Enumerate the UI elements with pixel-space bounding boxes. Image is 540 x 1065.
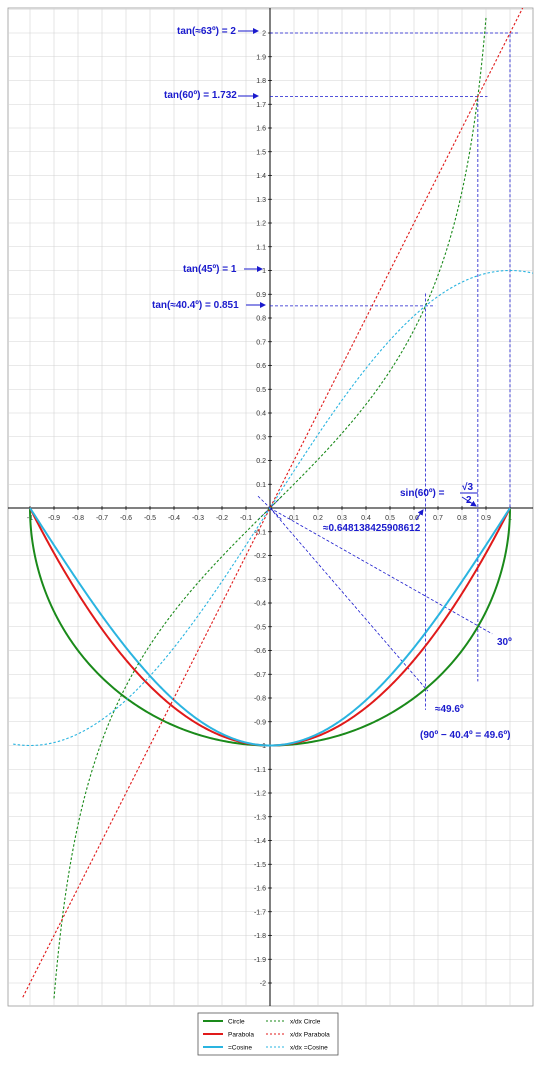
series-cosine	[29, 507, 511, 747]
y-tick-label: -0.1	[254, 529, 266, 536]
y-tick-label: -1.9	[254, 957, 266, 964]
legend-label-dx-circle: x/dx Circle	[290, 1019, 321, 1026]
series-x-dx-cosine	[13, 269, 533, 747]
y-tick-label: -1.7	[254, 909, 266, 916]
y-tick-label: 0.7	[256, 339, 266, 346]
series	[13, 8, 533, 999]
arrow-x-value	[415, 509, 424, 521]
y-tick-label: -1.4	[254, 838, 266, 845]
legend: Circle x/dx Circle Parabola x/dx Parabol…	[197, 1012, 339, 1056]
y-tick-label: -1.1	[254, 767, 266, 774]
series-x-dx-parabola	[22, 8, 524, 998]
y-tick-label: -0.7	[254, 672, 266, 679]
x-tick-label: 0.6	[409, 515, 419, 522]
x-tick-label: 0.2	[313, 515, 323, 522]
y-tick-label: 0.9	[256, 292, 266, 299]
x-tick-label: -0.4	[168, 515, 180, 522]
legend-label-circle: Circle	[228, 1019, 245, 1026]
y-tick-label: 0.4	[256, 411, 266, 418]
x-tick-label: -0.6	[120, 515, 132, 522]
x-tick-label: 0.7	[433, 515, 443, 522]
annotation-sin60-numerator: √3	[462, 482, 473, 493]
annotation-x-value: ≈0.648138425908612	[323, 523, 421, 534]
x-tick-label: 0.1	[289, 515, 299, 522]
x-tick-label: -0.7	[96, 515, 108, 522]
annotation-tan63: tan(≈63º) = 2	[177, 26, 236, 37]
y-tick-label: -0.6	[254, 648, 266, 655]
y-tick-label: 0.2	[256, 458, 266, 465]
y-tick-label: -0.5	[254, 624, 266, 631]
x-tick-label: -0.8	[72, 515, 84, 522]
x-tick-label: 0.3	[337, 515, 347, 522]
y-tick-label: 1.6	[256, 126, 266, 133]
x-tick-label: -0.9	[48, 515, 60, 522]
legend-label-dx-cosine: x/dx =Cosine	[290, 1045, 328, 1052]
y-tick-label: 1.7	[256, 102, 266, 109]
y-tick-label: -0.2	[254, 553, 266, 560]
y-tick-label: 2	[262, 31, 266, 38]
arrow-sin60	[461, 496, 477, 507]
x-tick-label: -0.5	[144, 515, 156, 522]
y-tick-label: 0.5	[256, 387, 266, 394]
annotation-sin60-prefix: sin(60º) =	[400, 488, 445, 499]
x-tick-label: -0.2	[216, 515, 228, 522]
y-tick-label: 0.3	[256, 434, 266, 441]
y-tick-label: -1.3	[254, 814, 266, 821]
y-tick-label: 0.8	[256, 316, 266, 323]
x-tick-label: 0.8	[457, 515, 467, 522]
y-tick-label: -1.6	[254, 886, 266, 893]
ray-49-degree	[269, 507, 429, 692]
x-tick-label: 0.4	[361, 515, 371, 522]
annotation-angle49: ≈49.6º	[435, 704, 464, 715]
x-tick-label: 0.9	[481, 515, 491, 522]
y-tick-label: -1.8	[254, 933, 266, 940]
annotation-sin60-denominator: 2	[466, 495, 472, 506]
ray-30-degree	[269, 507, 493, 635]
annotations: tan(≈63º) = 2 tan(60º) = 1.732 tan(45º) …	[152, 26, 512, 741]
annotation-tan60: tan(60º) = 1.732	[164, 90, 237, 101]
x-tick-label: 0.5	[385, 515, 395, 522]
legend-label-parabola: Parabola	[228, 1032, 254, 1039]
x-tick-label: -0.3	[192, 515, 204, 522]
y-tick-label: 1.2	[256, 221, 266, 228]
y-tick-label: -0.3	[254, 577, 266, 584]
y-tick-label: 0.1	[256, 482, 266, 489]
y-tick-label: -1.2	[254, 791, 266, 798]
legend-label-dx-parabola: x/dx Parabola	[290, 1032, 330, 1039]
y-tick-label: 1.9	[256, 54, 266, 61]
y-ticks: 2 1.9 1.8 1.7 1.6 1.5 1.4 1.3 1.2 1.1 1 0.9 0.8 0.7 0.…	[254, 31, 272, 988]
annotation-tan40: tan(≈40.4º) = 0.851	[152, 300, 239, 311]
annotation-formula: (90º − 40.4º = 49.6º)	[420, 730, 510, 741]
y-tick-label: 0.6	[256, 363, 266, 370]
y-tick-label: 1.5	[256, 149, 266, 156]
annotation-tan45: tan(45º) = 1	[183, 264, 237, 275]
y-tick-label: -0.4	[254, 601, 266, 608]
y-tick-label: -1.5	[254, 862, 266, 869]
y-tick-label: -2	[260, 981, 266, 988]
legend-label-cosine: =Cosine	[228, 1045, 252, 1052]
guide-lines	[257, 32, 520, 710]
annotation-angle30: 30º	[497, 637, 512, 648]
y-tick-label: 1	[262, 268, 266, 275]
x-tick-label: -0.1	[240, 515, 252, 522]
y-tick-label: 1.3	[256, 197, 266, 204]
y-tick-label: -0.8	[254, 696, 266, 703]
x-ticks: -1 -0.9 -0.8 -0.7 -0.6 -0.5 -0.4 -0.3 -0.2 -0.1 0.…	[27, 506, 512, 522]
y-tick-label: 1.4	[256, 173, 266, 180]
y-tick-label: 1.1	[256, 244, 266, 251]
y-tick-label: -1	[260, 743, 266, 750]
y-tick-label: -0.9	[254, 719, 266, 726]
y-tick-label: 1.8	[256, 78, 266, 85]
